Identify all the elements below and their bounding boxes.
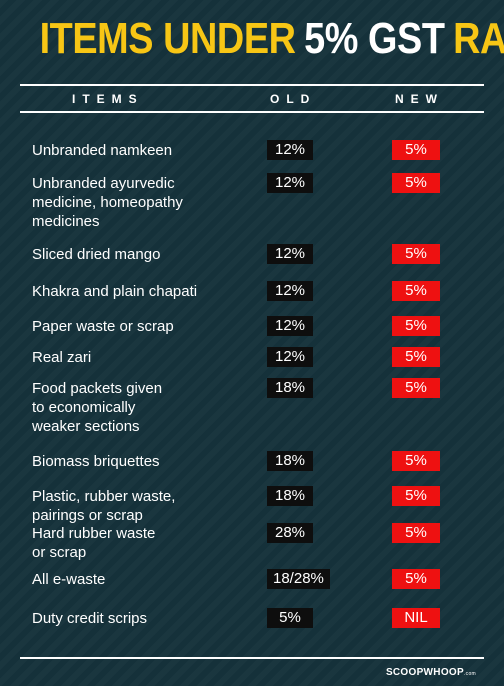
title-part: ITEMS UNDER xyxy=(39,14,296,63)
item-name: Khakra and plain chapati xyxy=(32,282,242,301)
old-rate: 5% xyxy=(267,608,313,628)
item-line: Food packets given xyxy=(32,380,163,397)
item-name: Duty credit scrips xyxy=(32,609,242,628)
item-line: Hard rubber waste xyxy=(32,525,156,542)
item-name: Unbranded namkeen xyxy=(32,141,242,160)
item-name: Biomass briquettes xyxy=(32,452,242,471)
new-rate: 5% xyxy=(392,451,440,471)
new-rate: 5% xyxy=(392,281,440,301)
old-rate: 12% xyxy=(267,281,313,301)
old-rate: 12% xyxy=(267,316,313,336)
item-line: Plastic, rubber waste, xyxy=(32,488,176,505)
brand: SCOOPWHOOP.com xyxy=(386,667,476,678)
new-rate: 5% xyxy=(392,316,440,336)
column-header: NEW xyxy=(395,92,444,106)
item-line: Biomass briquettes xyxy=(32,453,160,470)
new-rate: NIL xyxy=(392,608,440,628)
item-line: Sliced dried mango xyxy=(32,246,161,263)
column-header: OLD xyxy=(270,92,317,106)
new-rate: 5% xyxy=(392,244,440,264)
brand-suffix: .com xyxy=(463,671,476,677)
old-rate: 28% xyxy=(267,523,313,543)
item-name: All e-waste xyxy=(32,570,242,589)
item-line: All e-waste xyxy=(32,571,106,588)
old-rate: 12% xyxy=(267,347,313,367)
new-rate: 5% xyxy=(392,378,440,398)
new-rate: 5% xyxy=(392,173,440,193)
item-line: medicine, homeopathy xyxy=(32,194,183,211)
item-name: Real zari xyxy=(32,348,242,367)
item-line: to economically xyxy=(32,399,136,416)
old-rate: 18% xyxy=(267,451,313,471)
new-rate: 5% xyxy=(392,486,440,506)
divider xyxy=(20,111,484,113)
item-line: Unbranded namkeen xyxy=(32,142,173,159)
item-line: Real zari xyxy=(32,349,92,366)
divider xyxy=(20,657,484,659)
old-rate: 12% xyxy=(267,173,313,193)
old-rate: 18% xyxy=(267,378,313,398)
old-rate: 18% xyxy=(267,486,313,506)
item-line: Duty credit scrips xyxy=(32,610,148,627)
item-line: Khakra and plain chapati xyxy=(32,283,198,300)
item-name: Unbranded ayurvedic medicine, homeopathy m… xyxy=(32,174,242,231)
item-name: Plastic, rubber waste, pairings or scrap xyxy=(32,487,242,525)
new-rate: 5% xyxy=(392,523,440,543)
item-line: medicines xyxy=(32,213,100,230)
divider xyxy=(20,84,484,86)
column-header: ITEMS xyxy=(72,92,144,106)
new-rate: 5% xyxy=(392,347,440,367)
item-line: or scrap xyxy=(32,544,87,561)
brand-name: SCOOPWHOOP xyxy=(385,667,464,678)
item-name: Paper waste or scrap xyxy=(32,317,242,336)
old-rate: 12% xyxy=(267,244,313,264)
item-name: Hard rubber waste or scrap xyxy=(32,524,242,562)
item-line: Paper waste or scrap xyxy=(32,318,174,335)
title-part: 5% GST xyxy=(304,14,445,63)
title-part: RATE xyxy=(453,14,504,63)
item-line: Unbranded ayurvedic xyxy=(32,175,175,192)
item-name: Food packets given to economically weaker … xyxy=(32,379,242,436)
item-name: Sliced dried mango xyxy=(32,245,242,264)
item-line: weaker sections xyxy=(32,418,140,435)
item-line: pairings or scrap xyxy=(32,507,143,524)
new-rate: 5% xyxy=(392,569,440,589)
new-rate: 5% xyxy=(392,140,440,160)
old-rate: 12% xyxy=(267,140,313,160)
old-rate: 18/28% xyxy=(267,569,330,589)
